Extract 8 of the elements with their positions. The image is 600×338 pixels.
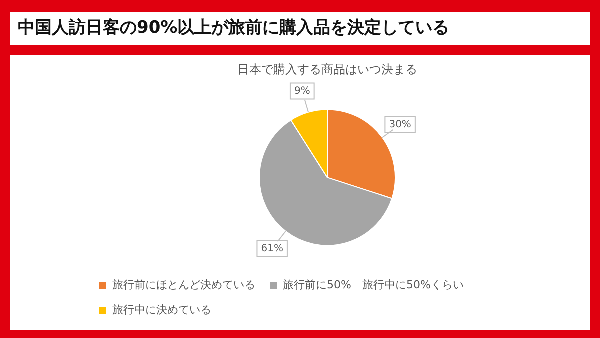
legend-label: 旅行中に決めている: [112, 303, 212, 316]
chart-subtitle: 日本で購入する商品はいつ決まる: [238, 62, 418, 76]
chart-title: 中国人訪日客の90%以上が旅前に購入品を決定している: [10, 12, 590, 45]
data-label: 30%: [389, 119, 412, 130]
data-label: 61%: [261, 243, 284, 254]
data-label: 9%: [294, 86, 310, 97]
legend-label: 旅行前に50% 旅行中に50%くらい: [283, 278, 464, 292]
legend-label: 旅行前にほとんど決めている: [112, 278, 256, 292]
